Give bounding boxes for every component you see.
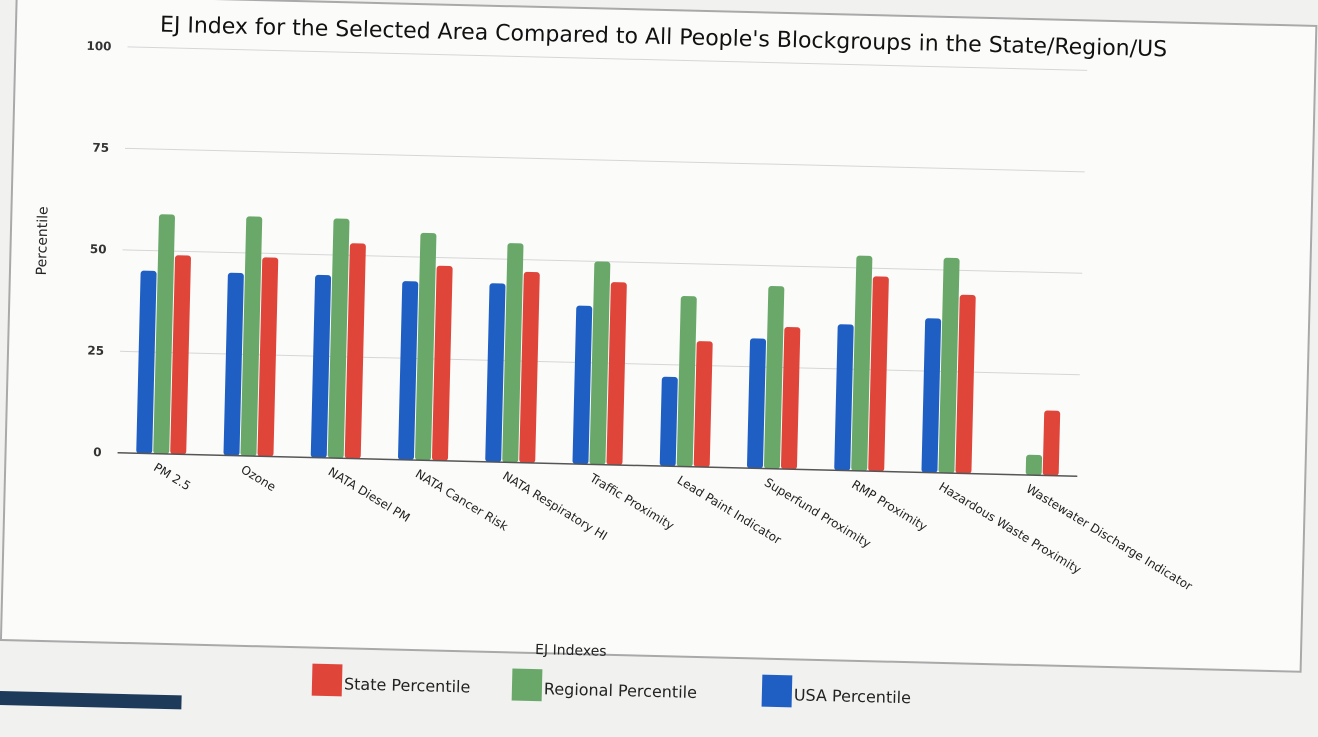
bar-usa-percentile-3 xyxy=(398,281,419,460)
bar-state-percentile-2 xyxy=(344,243,366,459)
gridline-75 xyxy=(124,147,1085,173)
bar-state-percentile-6 xyxy=(693,341,713,468)
bar-regional-percentile-10 xyxy=(1025,454,1043,476)
bar-regional-percentile-1 xyxy=(240,216,263,457)
chart-frame xyxy=(0,0,1318,673)
bar-regional-percentile-8 xyxy=(851,255,873,472)
bar-usa-percentile-2 xyxy=(310,274,332,458)
y-tick-label: 0 xyxy=(93,445,102,459)
bar-state-percentile-9 xyxy=(955,294,976,474)
legend-label: USA Percentile xyxy=(794,685,912,707)
bar-usa-percentile-7 xyxy=(747,338,767,469)
x-axis-line xyxy=(117,452,1078,477)
bar-state-percentile-1 xyxy=(257,257,279,457)
bar-usa-percentile-4 xyxy=(485,283,506,463)
legend: State Percentile Regional Percentile USA P… xyxy=(311,663,912,708)
bar-regional-percentile-0 xyxy=(153,214,175,454)
gridline-100 xyxy=(127,46,1088,71)
legend-swatch-state-percentile xyxy=(311,663,343,697)
bar-usa-percentile-1 xyxy=(223,272,244,456)
bar-regional-percentile-2 xyxy=(327,218,350,459)
y-tick-label: 100 xyxy=(86,39,111,54)
legend-label: Regional Percentile xyxy=(544,679,697,702)
bar-state-percentile-4 xyxy=(519,271,540,463)
bar-regional-percentile-6 xyxy=(676,296,697,467)
bar-usa-percentile-8 xyxy=(834,324,854,471)
bar-state-percentile-10 xyxy=(1042,410,1061,476)
legend-swatch-regional-percentile xyxy=(511,668,543,702)
bar-usa-percentile-0 xyxy=(136,270,157,454)
bar-state-percentile-0 xyxy=(170,255,191,455)
y-tick-label: 50 xyxy=(90,242,107,256)
bar-regional-percentile-3 xyxy=(415,232,437,461)
y-tick-label: 75 xyxy=(92,141,109,155)
legend-swatch-usa-percentile xyxy=(761,674,793,708)
bar-usa-percentile-5 xyxy=(572,305,593,465)
y-tick-label: 25 xyxy=(87,344,104,358)
bar-regional-percentile-4 xyxy=(502,243,524,463)
bar-regional-percentile-5 xyxy=(589,261,611,465)
y-axis-label: Percentile xyxy=(34,206,52,275)
bar-state-percentile-3 xyxy=(432,265,453,461)
bar-state-percentile-7 xyxy=(780,327,801,470)
bar-regional-percentile-7 xyxy=(763,285,785,469)
bar-usa-percentile-6 xyxy=(659,376,678,467)
bar-state-percentile-8 xyxy=(868,276,889,472)
legend-label: State Percentile xyxy=(344,674,471,696)
bar-state-percentile-5 xyxy=(606,282,627,466)
bar-series xyxy=(136,214,1061,476)
bar-regional-percentile-9 xyxy=(938,257,960,474)
x-axis-label: EJ Indexes xyxy=(535,642,607,660)
bar-usa-percentile-9 xyxy=(921,318,942,473)
y-axis-ticks: 0 25 50 75 100 xyxy=(86,39,111,459)
